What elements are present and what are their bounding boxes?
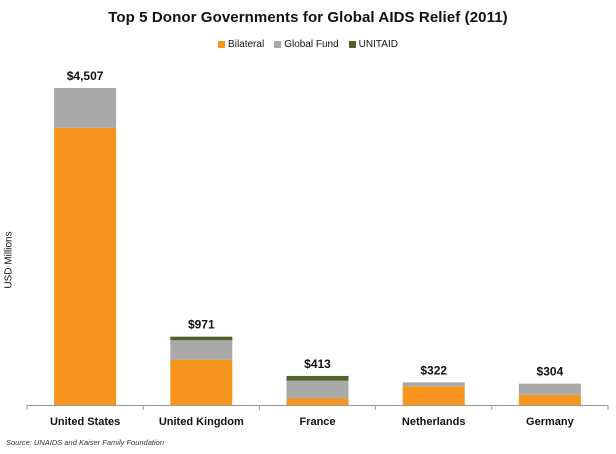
legend-label-bilateral: Bilateral (228, 39, 265, 50)
legend-label-unitaid: UNITAID (358, 39, 398, 50)
bar-segment-bilateral (518, 394, 581, 405)
bar-segment-bilateral (170, 359, 233, 405)
x-tick-label: Germany (526, 416, 575, 428)
legend-swatch-unitaid (348, 41, 356, 48)
x-tick-label: Netherlands (402, 416, 466, 428)
x-tick-label: France (299, 416, 335, 428)
legend-item-unitaid: UNITAID (348, 39, 398, 50)
bar-total-label: $304 (537, 365, 564, 379)
bar-segment-global-fund (286, 380, 349, 399)
bar-segment-unitaid (170, 336, 233, 341)
bar-total-label: $413 (304, 357, 331, 371)
legend-swatch-bilateral (218, 41, 226, 48)
legend: Bilateral Global Fund UNITAID (0, 39, 616, 50)
source-note: Source: UNAIDS and Kaiser Family Foundat… (6, 438, 164, 447)
bar-segment-bilateral (402, 386, 465, 405)
bar-total-label: $322 (420, 363, 447, 377)
legend-label-global-fund: Global Fund (284, 39, 339, 50)
bar-segment-global-fund (170, 340, 233, 360)
bar-segment-bilateral (286, 398, 349, 405)
chart-title: Top 5 Donor Governments for Global AIDS … (108, 9, 508, 26)
bar-segment-unitaid (286, 375, 349, 381)
bar-segment-global-fund (54, 88, 117, 128)
legend-item-global-fund: Global Fund (274, 39, 339, 50)
bar-total-label: $971 (188, 318, 215, 332)
bar-total-label: $4,507 (67, 69, 104, 83)
bar-segment-bilateral (54, 127, 117, 405)
bar-segment-global-fund (518, 383, 581, 395)
legend-item-bilateral: Bilateral (218, 39, 264, 50)
x-tick-label: United States (50, 416, 120, 428)
bar-segment-global-fund (402, 382, 465, 387)
x-tick-label: United Kingdom (159, 416, 244, 428)
legend-swatch-global-fund (274, 41, 282, 48)
